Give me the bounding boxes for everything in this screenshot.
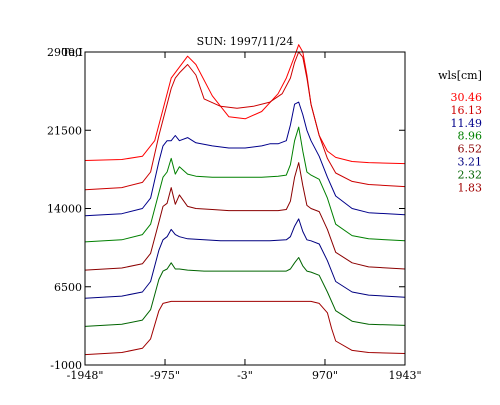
y-tick-label: 29000 <box>47 46 82 59</box>
plot-area <box>84 44 406 356</box>
series-line-16.13 <box>84 51 406 191</box>
x-tick-label: -975" <box>150 369 180 382</box>
y-tick-label: 21500 <box>47 124 82 137</box>
y-tick-label: 14000 <box>47 203 82 216</box>
legend-entry: 30.46 <box>451 91 483 104</box>
series-line-30.46 <box>84 44 406 165</box>
x-tick-label: 1943" <box>388 369 421 382</box>
legend-entry: 2.32 <box>458 168 483 181</box>
chart-title: SUN: 1997/11/24 <box>197 35 294 48</box>
y-tick-label: -1000 <box>50 359 82 372</box>
axes: 29000 21500 14000 6500 -1000-1948" -975" -3" 97… <box>47 46 422 382</box>
series-line-6.52 <box>84 162 406 271</box>
plot-frame <box>84 51 406 366</box>
legend-entry: 3.21 <box>458 156 483 169</box>
legend-entry: 6.52 <box>458 143 483 156</box>
legend-entry: 11.49 <box>451 117 483 130</box>
legend-entry: 1.83 <box>458 181 483 194</box>
x-tick-label: -3" <box>237 369 253 382</box>
y-tick-label: 6500 <box>54 281 82 294</box>
series-line-8.96 <box>84 126 406 243</box>
series-line-1.83 <box>84 300 406 356</box>
x-tick-label: -1948" <box>67 369 104 382</box>
series-line-2.32 <box>84 257 406 327</box>
x-tick-label: 970" <box>312 369 338 382</box>
y-axis-label: Ta,I <box>62 46 83 59</box>
legend-title: wls[cm] <box>438 69 482 82</box>
series-line-3.21 <box>84 218 406 299</box>
legend-entry: 8.96 <box>458 130 483 143</box>
legend-entry: 16.13 <box>451 104 483 117</box>
series-line-11.49 <box>84 101 406 217</box>
